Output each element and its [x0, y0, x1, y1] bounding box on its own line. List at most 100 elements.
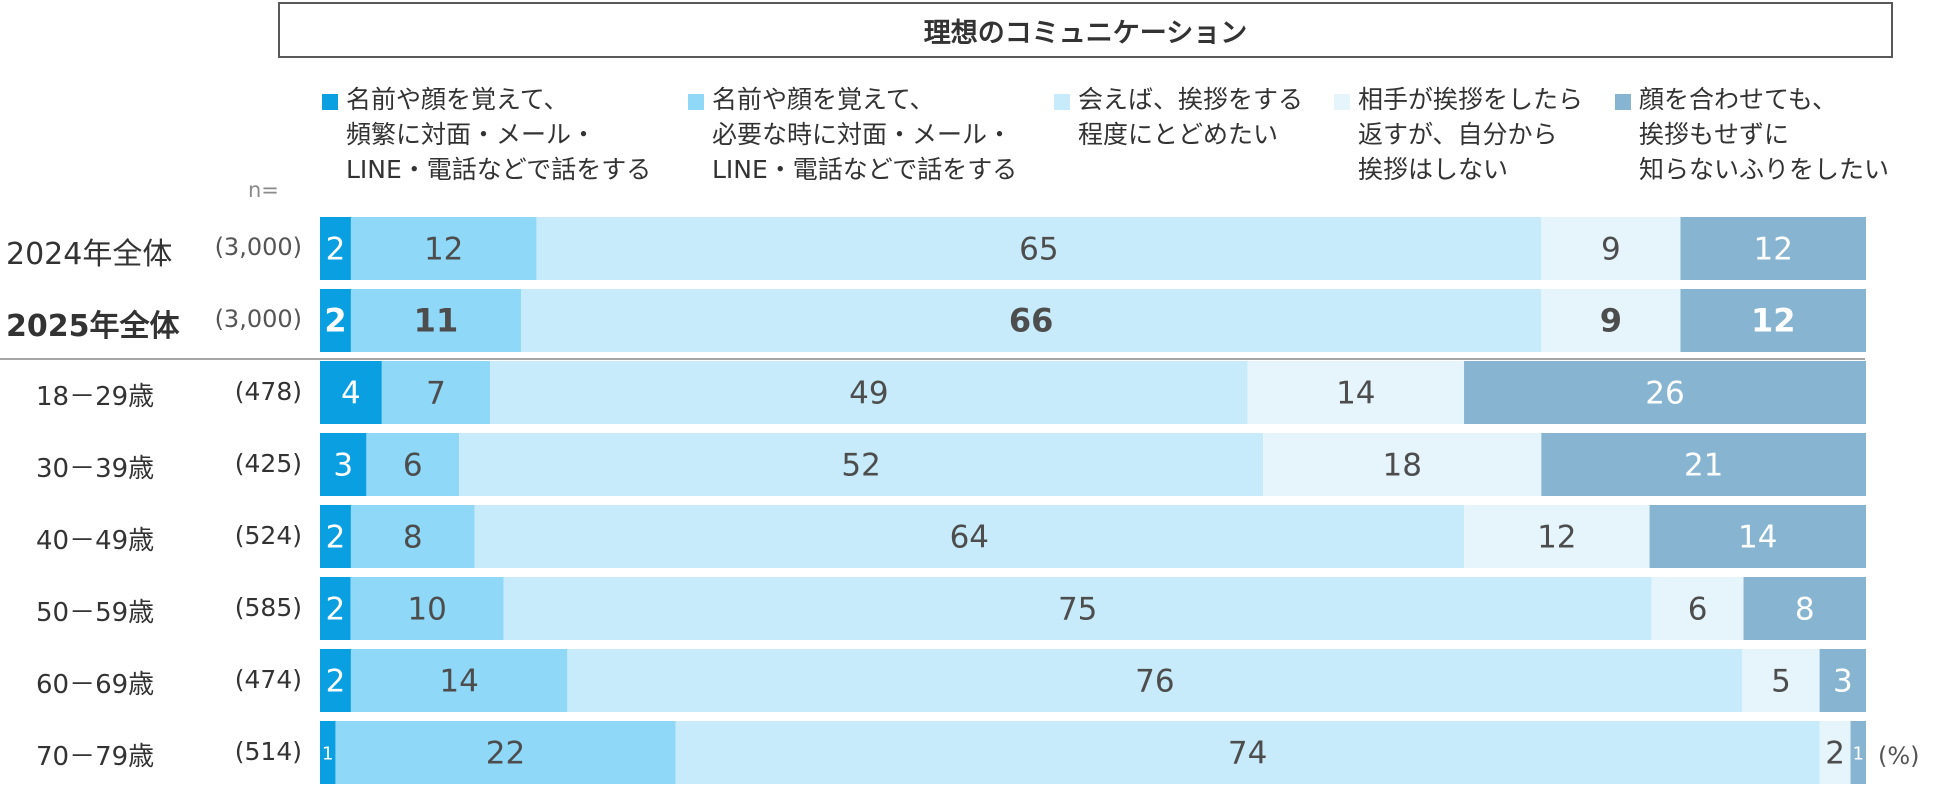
data-label: 12 [424, 232, 463, 268]
data-label: 18 [1382, 448, 1421, 484]
bar-segment [320, 577, 351, 640]
row-sample-size: (524) [234, 520, 302, 550]
data-label: 2 [324, 302, 346, 340]
data-label: 26 [1645, 376, 1684, 412]
bar-segment [459, 433, 1264, 496]
data-label: 14 [439, 664, 478, 700]
bar-segment [490, 361, 1248, 424]
bar-segment [320, 361, 382, 424]
data-label: 8 [1795, 592, 1815, 628]
data-label: 8 [403, 520, 423, 556]
legend-label: 名前や顔を覚えて、 必要な時に対面・メール・ LINE・電話などで話をする [712, 85, 1018, 184]
bar-segment [335, 721, 676, 784]
n-label: n= [248, 178, 279, 202]
bar-segment [1263, 433, 1542, 496]
data-label: 4 [341, 376, 361, 412]
data-label: 2 [325, 592, 345, 628]
bar-segment [350, 217, 537, 280]
row-label: 18－29歳 [36, 381, 155, 412]
row-sample-size: (3,000) [214, 232, 302, 261]
bar-segment [320, 649, 351, 712]
row-label: 30－39歳 [36, 453, 155, 484]
bar-segment [474, 505, 1465, 568]
data-label: 64 [950, 520, 989, 556]
data-label: 49 [849, 376, 888, 412]
data-label: 10 [407, 592, 446, 628]
row-label: 2024年全体 [6, 236, 173, 272]
row-sample-size: (3,000) [214, 304, 302, 333]
divider [0, 358, 1865, 360]
row-label: 60－69歳 [36, 669, 155, 700]
data-label: 12 [1754, 232, 1793, 268]
bar-segment [1819, 649, 1866, 712]
bar-segment [1247, 361, 1465, 424]
chart-title: 理想のコミュニケーション [278, 2, 1893, 58]
bar-segment [1651, 577, 1744, 640]
data-label: 2 [326, 520, 346, 556]
legend-label: 顔を合わせても、 挨拶もせずに 知らないふりをしたい [1639, 85, 1890, 184]
legend-label: 会えば、挨拶をする 程度にとどめたい [1078, 85, 1304, 149]
data-label: 2 [326, 232, 346, 268]
data-label: 66 [1009, 302, 1054, 340]
bar-segment [1464, 361, 1866, 424]
row-sample-size: (425) [234, 448, 302, 478]
row-sample-size: (474) [234, 664, 302, 694]
data-label: 12 [1537, 520, 1576, 556]
bar-segment [520, 289, 1542, 352]
bar-segment [1850, 721, 1866, 784]
data-label: 52 [841, 448, 880, 484]
data-label: 6 [1688, 592, 1708, 628]
bar-segment [320, 505, 351, 568]
legend-label: 名前や顔を覚えて、 頻繁に対面・メール・ LINE・電話などで話をする [346, 85, 652, 184]
data-label: 76 [1135, 664, 1174, 700]
legend-swatch [1615, 94, 1631, 110]
legend-swatch [688, 94, 704, 110]
data-label: 6 [403, 448, 423, 484]
row-sample-size: (585) [234, 592, 302, 622]
data-label: 2 [1825, 736, 1845, 772]
bar-segment [675, 721, 1820, 784]
bar-segment [320, 289, 351, 352]
data-label: 3 [333, 448, 353, 484]
bar-segment [381, 361, 491, 424]
data-label: 3 [1833, 664, 1853, 700]
data-label: 14 [1336, 376, 1375, 412]
legend-label: 相手が挨拶をしたら 返すが、自分から 挨拶はしない [1358, 85, 1584, 184]
bar-segment [1742, 649, 1820, 712]
unit-label: (%) [1878, 742, 1920, 770]
bar-segment [1680, 289, 1866, 352]
bar-segment [350, 577, 504, 640]
bar-segment [536, 217, 1542, 280]
data-label: 5 [1771, 664, 1791, 700]
data-label: 7 [426, 376, 446, 412]
bar-segment [1541, 217, 1681, 280]
row-label: 2025年全体 [6, 308, 180, 344]
data-label: 74 [1228, 736, 1267, 772]
row-sample-size: (478) [234, 376, 302, 406]
data-label: 12 [1751, 302, 1796, 340]
bar-segment [1541, 289, 1681, 352]
data-label: 1 [322, 744, 333, 765]
bar-segment [1680, 217, 1866, 280]
data-label: 9 [1601, 232, 1621, 268]
bar-segment [350, 289, 521, 352]
data-label: 14 [1738, 520, 1777, 556]
bar-segment [366, 433, 460, 496]
bar-segment [1541, 433, 1866, 496]
bar-segment [503, 577, 1652, 640]
data-label: 9 [1600, 302, 1622, 340]
bar-segment [320, 217, 351, 280]
data-label: 21 [1684, 448, 1723, 484]
data-label: 65 [1019, 232, 1058, 268]
row-label: 50－59歳 [36, 597, 155, 628]
bar-segment [350, 649, 568, 712]
data-label: 1 [1853, 744, 1864, 765]
bar-segment [567, 649, 1743, 712]
row-sample-size: (514) [234, 736, 302, 766]
bar-segment [350, 505, 475, 568]
bar-segment [1819, 721, 1851, 784]
legend-swatch [1334, 94, 1350, 110]
bar-segment [1464, 505, 1650, 568]
bar-segment [1743, 577, 1866, 640]
